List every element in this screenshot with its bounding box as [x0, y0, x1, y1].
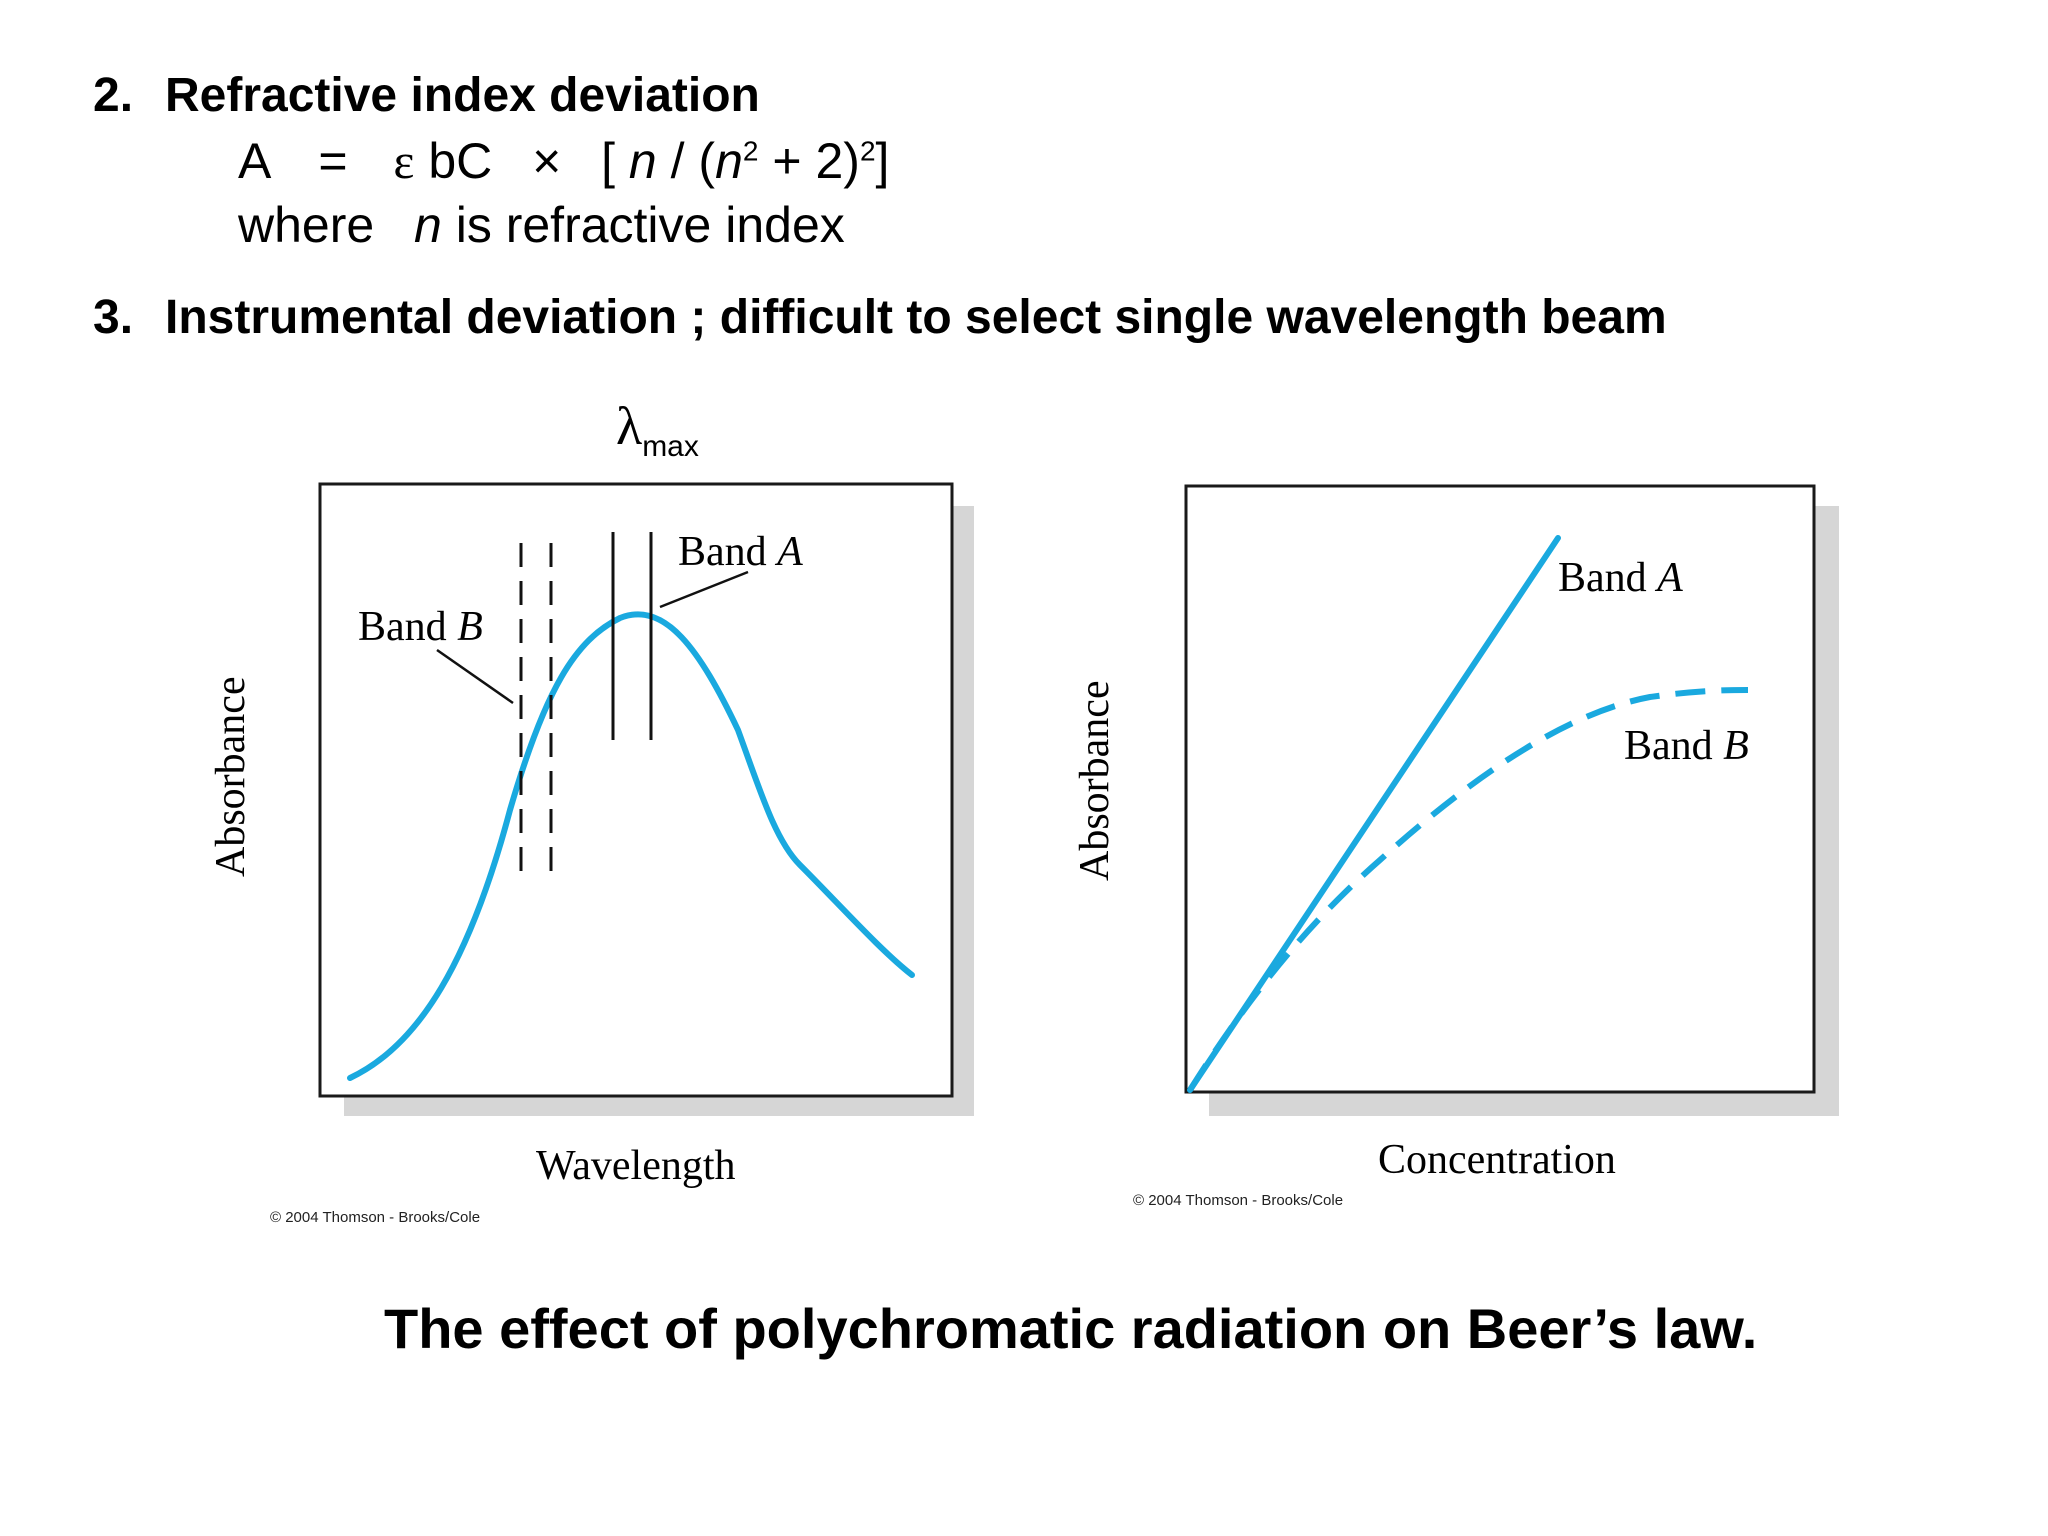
- left-copyright: © 2004 Thomson - Brooks/Cole: [270, 1209, 481, 1226]
- eq-close-bracket: ]: [875, 133, 890, 189]
- eq-n-squared: n: [715, 133, 743, 189]
- left-chart: [318, 482, 974, 1116]
- right-copyright: © 2004 Thomson - Brooks/Cole: [1133, 1192, 1344, 1209]
- item-heading: Refractive index deviation: [165, 69, 760, 122]
- left-band-a-label: Band A: [678, 528, 803, 576]
- right-ylabel: Absorbance: [1072, 680, 1118, 881]
- left-band-a-word: Band: [678, 529, 767, 575]
- eq-paren: (: [698, 133, 716, 189]
- lambda-subscript: max: [642, 430, 699, 463]
- left-band-b-label: Band B: [358, 603, 483, 651]
- item-2-heading: 2. Refractive index deviation: [93, 68, 760, 123]
- refractive-equation: A = ε bC × [ n / (n2 + 2)2]: [238, 132, 889, 190]
- absorbance-spectrum-curve: [347, 611, 915, 1081]
- right-chart: [1184, 484, 1839, 1116]
- eq-times: ×: [532, 133, 562, 189]
- eq-a: A: [238, 133, 269, 189]
- left-ylabel: Absorbance: [208, 676, 254, 877]
- left-xlabel: Wavelength: [536, 1143, 736, 1189]
- right-band-a-letter: A: [1657, 555, 1683, 601]
- eq-sup-2: 2: [859, 135, 876, 167]
- eq-open-bracket: [: [601, 133, 615, 189]
- right-frame: [1184, 484, 1816, 1094]
- eq-bc: bC: [428, 133, 493, 189]
- item-number: 2.: [93, 69, 134, 122]
- eq-plus-two: + 2): [772, 133, 860, 189]
- where-suffix: is refractive index: [455, 197, 845, 253]
- right-band-b-letter: B: [1723, 723, 1749, 769]
- right-xlabel: Concentration: [1378, 1137, 1616, 1183]
- figure-caption: The effect of polychromatic radiation on…: [384, 1297, 1758, 1360]
- lambda-max-label: λmax: [616, 395, 699, 463]
- right-band-a-label: Band A: [1558, 554, 1683, 602]
- eq-sup-1: 2: [742, 135, 759, 167]
- left-frame: [318, 482, 954, 1098]
- right-band-a-word: Band: [1558, 555, 1647, 601]
- eq-slash: /: [670, 133, 685, 189]
- eq-equals: =: [318, 133, 348, 189]
- item-number: 3.: [93, 291, 134, 344]
- right-band-b-label: Band B: [1624, 722, 1749, 770]
- left-band-b-word: Band: [358, 604, 447, 650]
- lambda-symbol: λ: [616, 396, 643, 456]
- band-b-dashed-curve: [1187, 687, 1749, 1092]
- left-band-b-letter: B: [457, 604, 483, 650]
- right-band-b-word: Band: [1624, 723, 1713, 769]
- band-a-leader: [659, 570, 749, 609]
- where-prefix: where: [238, 197, 375, 253]
- item-heading: Instrumental deviation ; difficult to se…: [165, 291, 1667, 344]
- where-var: n: [414, 197, 442, 253]
- item-3-heading: 3. Instrumental deviation ; difficult to …: [93, 290, 1667, 345]
- left-band-a-letter: A: [777, 529, 803, 575]
- eq-n: n: [628, 133, 657, 189]
- eq-epsilon: ε: [393, 133, 415, 189]
- band-b-leader: [436, 648, 514, 705]
- where-line: where n is refractive index: [238, 196, 845, 254]
